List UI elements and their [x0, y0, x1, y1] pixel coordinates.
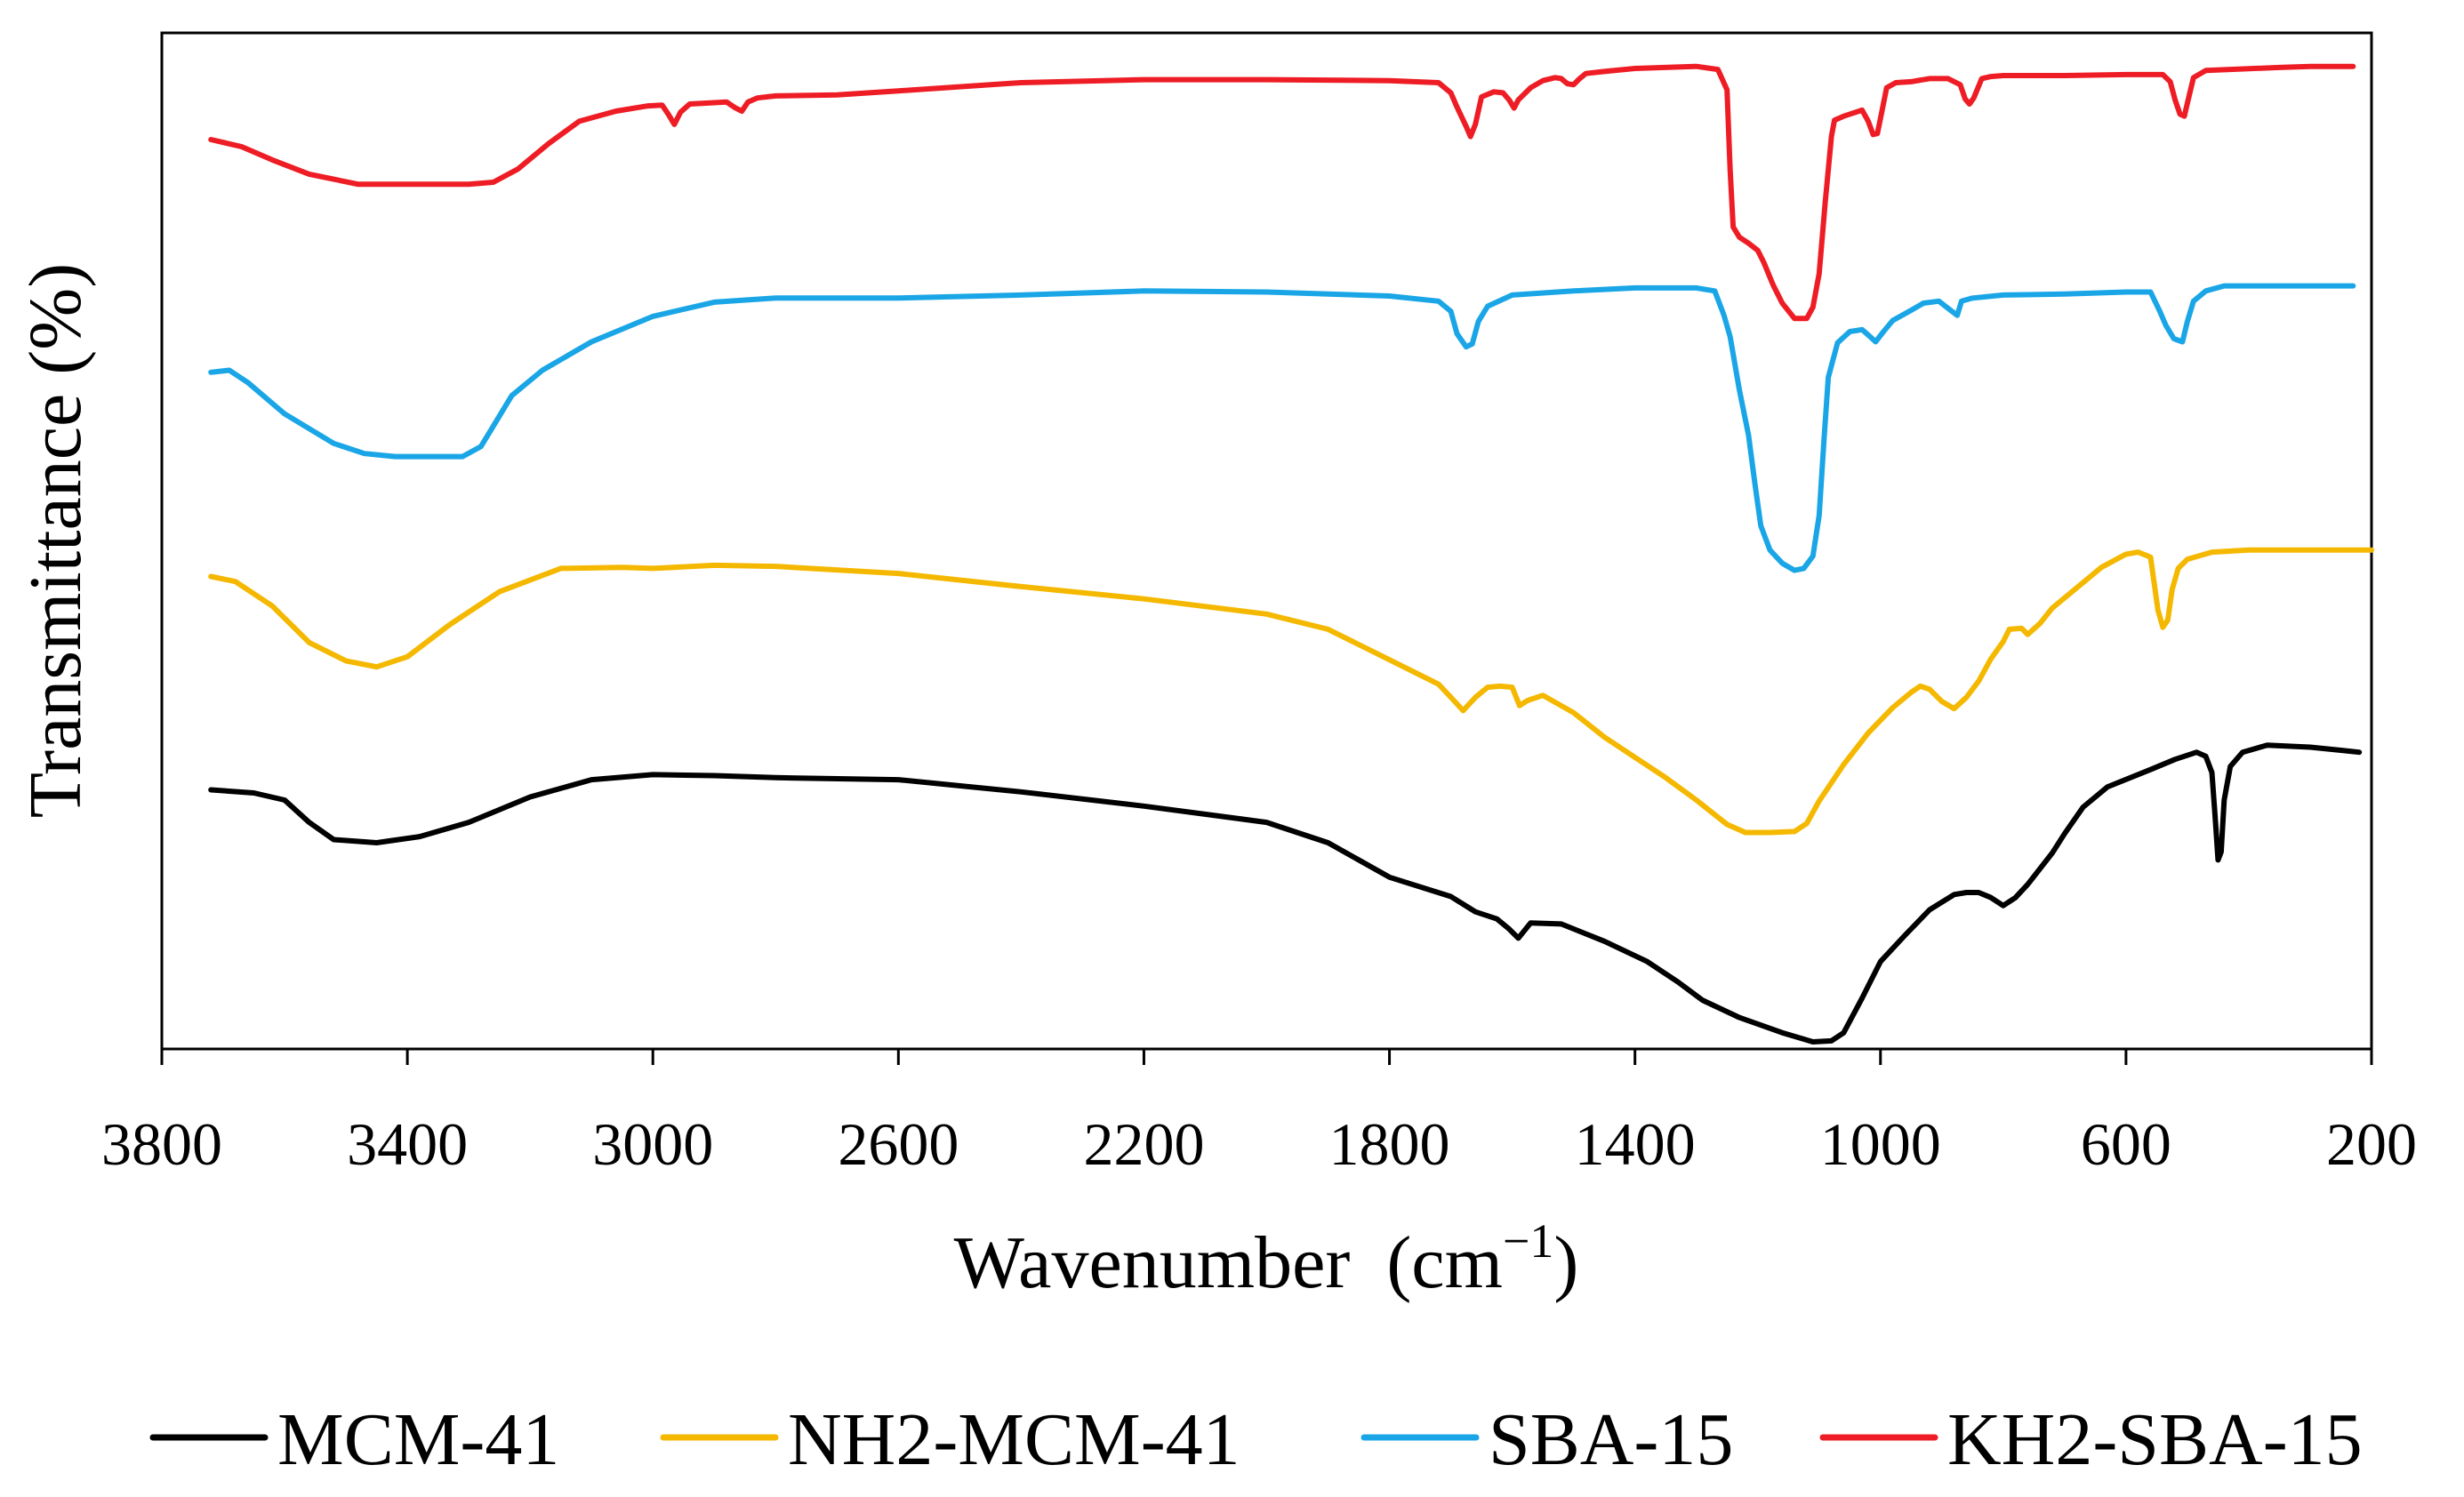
x-axis-title: Wavenumber (cm−1): [954, 1214, 1579, 1304]
x-axis-ticks: [160, 1049, 2373, 1065]
x-axis-title-unit: (cm: [1386, 1221, 1503, 1304]
series-line-mcm-41: [208, 742, 2363, 1045]
legend-label-sba-15: SBA-15: [1489, 1398, 1733, 1481]
series-line-kh2-sba-15: [208, 63, 2356, 322]
x-tick-label: 2200: [1083, 1110, 1204, 1178]
plot-frame: [160, 31, 2373, 1051]
series-lines: [208, 63, 2374, 1045]
x-axis-tick-labels: 3800 3400 3000 2600 2200 1800 1400 1000 600 200: [101, 1110, 2417, 1178]
x-axis-title-superscript: −1: [1503, 1214, 1553, 1268]
x-tick-label: 1400: [1575, 1110, 1696, 1178]
x-tick-label: 600: [2081, 1110, 2171, 1178]
x-tick-label: 200: [2326, 1110, 2417, 1178]
x-tick-label: 1800: [1329, 1110, 1450, 1178]
x-tick-label: 3400: [347, 1110, 468, 1178]
legend-label-kh2-sba-15: KH2-SBA-15: [1947, 1398, 2363, 1481]
x-tick-label: 2600: [838, 1110, 959, 1178]
x-tick-label: 3000: [592, 1110, 713, 1178]
x-axis-title-close: ): [1553, 1221, 1578, 1304]
x-tick-label: 3800: [101, 1110, 222, 1178]
x-axis-title-text: Wavenumber: [954, 1221, 1351, 1304]
legend-label-nh2-mcm-41: NH2-MCM-41: [788, 1398, 1240, 1481]
x-tick-label: 1000: [1820, 1110, 1941, 1178]
y-axis-title: Transmittance (%): [14, 263, 97, 818]
legend: MCM-41 NH2-MCM-41 SBA-15 KH2-SBA-15: [149, 1398, 2363, 1481]
series-line-nh2-mcm-41: [208, 547, 2374, 836]
series-line-sba-15: [208, 283, 2356, 573]
legend-label-mcm-41: MCM-41: [277, 1398, 559, 1481]
